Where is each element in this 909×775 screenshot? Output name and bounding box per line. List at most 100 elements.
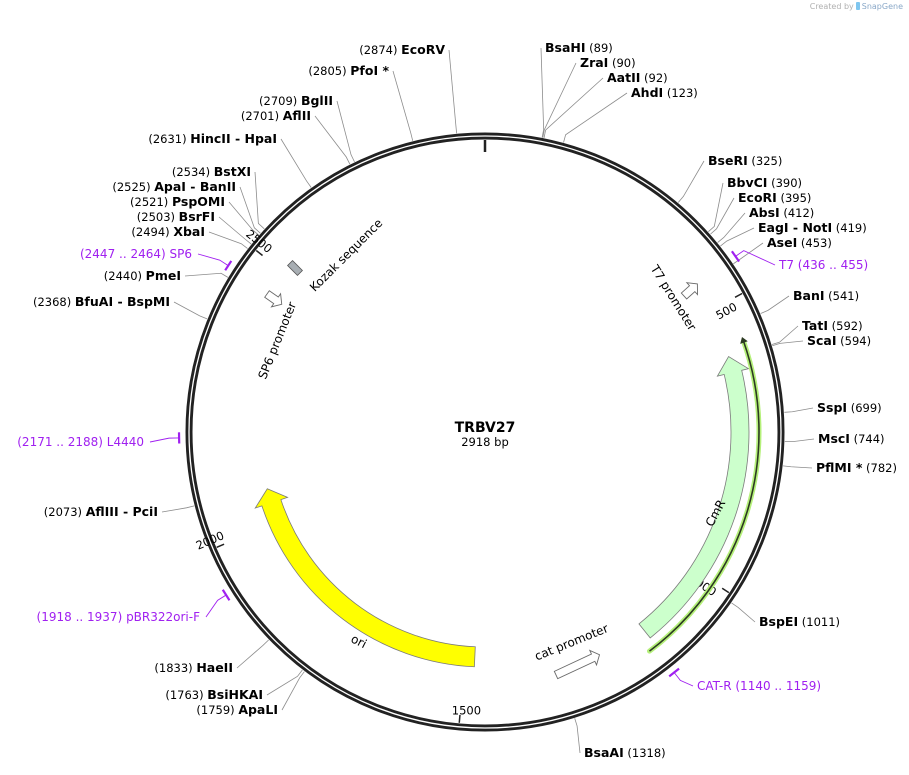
primer-bar[interactable] [224,260,233,271]
site-name[interactable]: ZraI [580,55,608,70]
site-name[interactable]: EagI - NotI [758,220,832,235]
site-label[interactable]: BsaHI (89) [545,40,613,55]
site-label[interactable]: PflMI * (782) [816,460,897,475]
plasmid-length: 2918 bp [461,435,509,449]
site-name[interactable]: HaeII [196,660,233,675]
primer-bar[interactable] [730,250,740,263]
primer-name[interactable]: pBR322ori-F [126,610,200,624]
site-label[interactable]: (2494) XbaI [131,224,205,239]
site-name[interactable]: AflIII - PciI [86,504,158,519]
site-label[interactable]: (2709) BglII [259,93,333,108]
site-name[interactable]: BsaAI [584,745,624,760]
site-label[interactable]: SspI (699) [817,400,882,415]
site-name[interactable]: AbsI [749,205,780,220]
site-label[interactable]: (2874) EcoRV [359,42,445,57]
t7-promoter-label[interactable]: T7 promoter [647,262,699,333]
cmr-orf-line[interactable] [648,341,760,652]
site-name[interactable]: EcoRI [738,190,777,205]
site-label[interactable]: (2521) PspOMI [130,194,225,209]
site-label[interactable]: BanI (541) [793,288,859,303]
site-name[interactable]: AseI [767,235,797,250]
site-label[interactable]: AatII (92) [607,70,668,85]
site-label[interactable]: BspEI (1011) [759,614,840,629]
site-label[interactable]: (2525) ApaI - BanII [112,179,236,194]
site-label[interactable]: (2631) HincII - HpaI [148,131,277,146]
site-name[interactable]: BspEI [759,614,798,629]
site-leader [540,47,545,138]
site-label[interactable]: MscI (744) [818,431,885,446]
site-position: (541) [825,289,860,303]
site-label[interactable]: EagI - NotI (419) [758,220,867,235]
primer-label[interactable]: (1918 .. 1937) pBR322ori-F [37,610,201,624]
site-label[interactable]: TatI (592) [802,318,863,333]
site-name[interactable]: HincII - HpaI [190,131,277,146]
site-name[interactable]: BglII [301,93,333,108]
site-name[interactable]: TatI [802,318,828,333]
ori-feature-arrow[interactable] [254,488,476,668]
site-name[interactable]: PflMI * [816,460,863,475]
primer-name[interactable]: SP6 [170,247,193,261]
site-name[interactable]: BsaHI [545,40,586,55]
site-name[interactable]: AatII [607,70,640,85]
site-label[interactable]: AseI (453) [767,235,832,250]
backbone-ring[interactable] [185,132,785,732]
site-name[interactable]: BseRI [708,153,748,168]
primer-bar[interactable] [221,589,231,601]
primer-name[interactable]: L4440 [107,435,144,449]
site-name[interactable]: PspOMI [172,194,225,209]
site-label[interactable]: (2701) AflII [241,108,311,123]
kozak-label[interactable]: Kozak sequence [307,216,385,294]
site-label[interactable]: (2805) PfoI * [308,63,389,78]
site-name[interactable]: PmeI [146,268,181,283]
site-label[interactable]: (2368) BfuAI - BspMI [33,294,170,309]
site-label[interactable]: (2073) AflIII - PciI [44,504,158,519]
site-label[interactable]: (2440) PmeI [104,268,181,283]
site-label[interactable]: AhdI (123) [631,85,698,100]
site-name[interactable]: BfuAI - BspMI [75,294,170,309]
primer-label[interactable]: CAT-R (1140 .. 1159) [697,679,821,693]
ori-label[interactable]: ori [349,632,369,652]
primer-label[interactable]: T7 (436 .. 455) [778,258,868,272]
primer-name[interactable]: CAT-R [697,679,732,693]
primer-label[interactable]: (2447 .. 2464) SP6 [80,247,192,261]
site-name[interactable]: BstXI [214,164,251,179]
site-label[interactable]: ScaI (594) [807,333,871,348]
cmr-feature-arrow[interactable] [638,355,750,639]
site-name[interactable]: EcoRV [401,42,445,57]
sp6-promoter-label[interactable]: SP6 promoter [255,300,299,381]
t7-promoter-arrow[interactable] [679,278,703,302]
site-name[interactable]: XbaI [173,224,205,239]
site-name[interactable]: MscI [818,431,850,446]
primer-bar[interactable] [668,667,680,678]
site-name[interactable]: BsiHKAI [207,687,263,702]
site-label[interactable]: (1759) ApaLI [196,702,278,717]
primer-name[interactable]: T7 [778,258,794,272]
site-label[interactable]: (1833) HaeII [154,660,233,675]
site-label[interactable]: (1763) BsiHKAI [165,687,263,702]
site-leader [720,227,755,247]
site-name[interactable]: AflII [283,108,311,123]
primer-label[interactable]: (2171 .. 2188) L4440 [17,435,144,449]
site-name[interactable]: ApaLI [238,702,278,717]
site-name[interactable]: PfoI * [350,63,389,78]
sp6-promoter-arrow[interactable] [262,287,286,310]
site-leader [336,100,355,163]
site-leader [280,138,312,188]
site-name[interactable]: AhdI [631,85,663,100]
kozak-sequence-block[interactable] [287,260,303,276]
site-name[interactable]: BsrFI [179,209,215,224]
site-label[interactable]: AbsI (412) [749,205,814,220]
cat-promoter-arrow[interactable] [553,647,603,682]
site-name[interactable]: ScaI [807,333,837,348]
site-label[interactable]: ZraI (90) [580,55,636,70]
site-label[interactable]: BbvCI (390) [727,175,802,190]
site-label[interactable]: BseRI (325) [708,153,782,168]
site-label[interactable]: (2534) BstXI [172,164,251,179]
site-name[interactable]: ApaI - BanII [154,179,236,194]
site-label[interactable]: (2503) BsrFI [137,209,215,224]
site-name[interactable]: SspI [817,400,847,415]
site-name[interactable]: BanI [793,288,825,303]
site-label[interactable]: EcoRI (395) [738,190,811,205]
site-name[interactable]: BbvCI [727,175,767,190]
site-label[interactable]: BsaAI (1318) [584,745,666,760]
